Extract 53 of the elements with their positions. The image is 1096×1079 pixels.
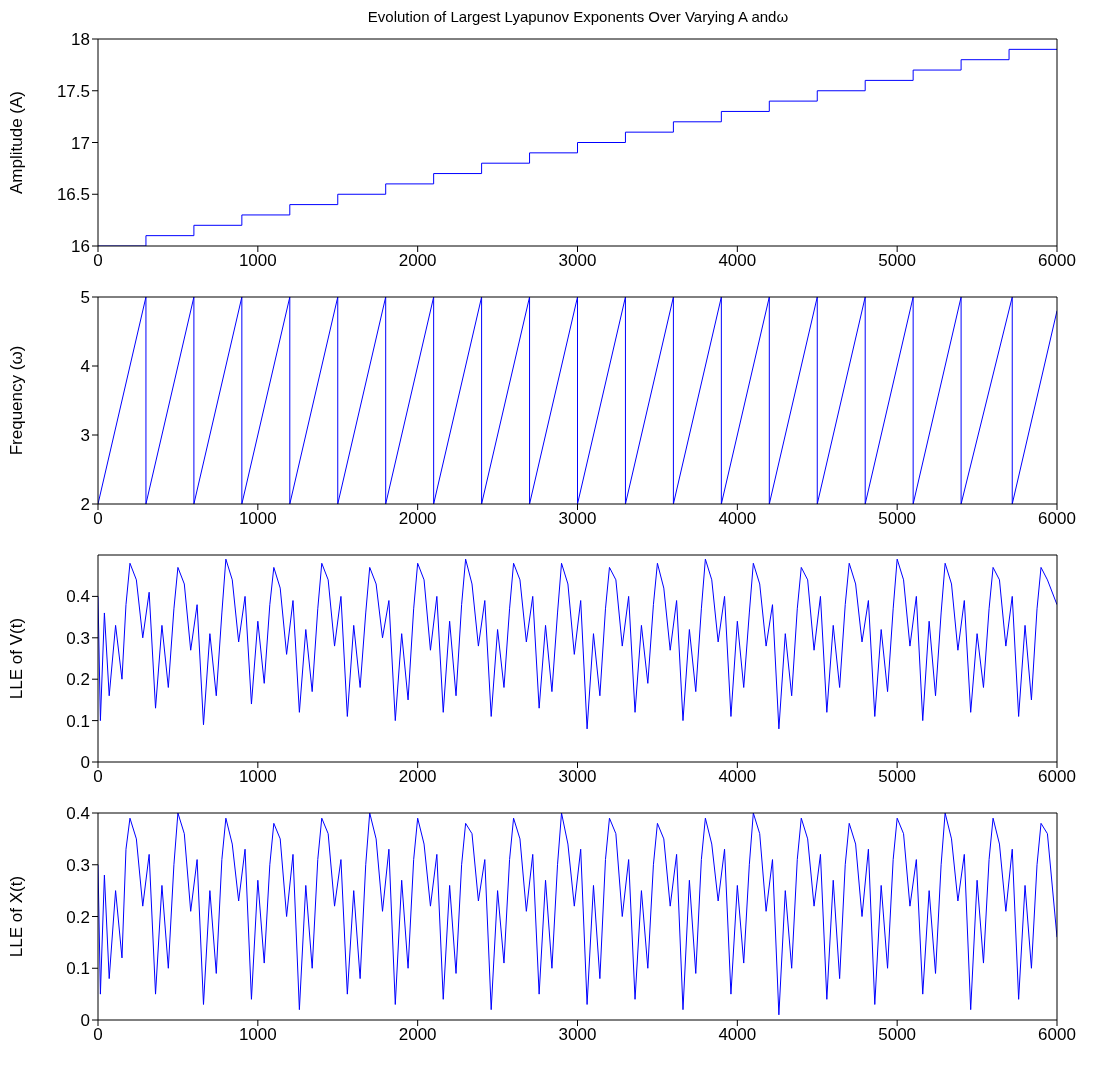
x-tick-label: 3000 bbox=[558, 1025, 597, 1045]
y-tick-label: 2 bbox=[80, 495, 90, 515]
y-tick-label: 17 bbox=[71, 133, 90, 153]
x-tick-label: 4000 bbox=[718, 767, 757, 787]
x-tick-label: 5000 bbox=[878, 767, 917, 787]
y-tick-label: 16 bbox=[71, 237, 90, 257]
y-tick-label: 18 bbox=[71, 30, 90, 50]
x-tick-label: 2000 bbox=[398, 1025, 437, 1045]
x-tick-label: 6000 bbox=[1038, 251, 1076, 271]
y-tick-label: 0.1 bbox=[66, 711, 90, 731]
y-tick-label: 0.3 bbox=[66, 855, 90, 875]
x-tick-label: 6000 bbox=[1038, 767, 1076, 787]
x-tick-label: 2000 bbox=[398, 251, 437, 271]
x-tick-label: 0 bbox=[93, 767, 103, 787]
y-tick-label: 16.5 bbox=[56, 185, 90, 205]
x-tick-label: 2000 bbox=[398, 509, 437, 529]
y-axis-title: LLE of X(t) bbox=[7, 875, 27, 958]
x-tick-label: 5000 bbox=[878, 509, 917, 529]
x-tick-label: 1000 bbox=[238, 767, 277, 787]
x-tick-label: 2000 bbox=[398, 767, 437, 787]
y-tick-label: 3 bbox=[80, 426, 90, 446]
y-tick-label: 0.2 bbox=[66, 907, 90, 927]
y-tick-label: 0.4 bbox=[66, 804, 90, 824]
x-tick-label: 1000 bbox=[238, 1025, 277, 1045]
x-tick-label: 0 bbox=[93, 1025, 103, 1045]
line-series bbox=[98, 558, 1057, 730]
x-tick-label: 3000 bbox=[558, 251, 597, 271]
x-tick-label: 5000 bbox=[878, 251, 917, 271]
chart-title: Evolution of Largest Lyapunov Exponents Over Varying A andω bbox=[366, 8, 790, 27]
y-tick-label: 0.1 bbox=[66, 959, 90, 979]
x-tick-label: 4000 bbox=[718, 1025, 757, 1045]
y-axis-title: Amplitude (A) bbox=[7, 91, 27, 194]
y-tick-label: 5 bbox=[80, 288, 90, 308]
x-tick-label: 3000 bbox=[558, 509, 597, 529]
y-tick-label: 0.2 bbox=[66, 670, 90, 690]
y-axis-title: LLE of V(t) bbox=[7, 617, 27, 700]
x-tick-label: 4000 bbox=[718, 509, 757, 529]
x-tick-label: 5000 bbox=[878, 1025, 917, 1045]
y-tick-label: 0.4 bbox=[66, 587, 90, 607]
y-axis-title: Frequency (ω) bbox=[7, 345, 27, 456]
y-tick-label: 4 bbox=[80, 357, 90, 377]
x-tick-label: 4000 bbox=[718, 251, 757, 271]
x-tick-label: 1000 bbox=[238, 509, 277, 529]
x-tick-label: 0 bbox=[93, 251, 103, 271]
y-tick-label: 0 bbox=[80, 753, 90, 773]
x-tick-label: 6000 bbox=[1038, 509, 1076, 529]
y-tick-label: 0 bbox=[80, 1011, 90, 1031]
x-tick-label: 0 bbox=[93, 509, 103, 529]
x-tick-label: 3000 bbox=[558, 767, 597, 787]
x-tick-label: 1000 bbox=[238, 251, 277, 271]
x-tick-label: 6000 bbox=[1038, 1025, 1076, 1045]
y-tick-label: 0.3 bbox=[66, 628, 90, 648]
y-tick-label: 17.5 bbox=[56, 81, 90, 101]
